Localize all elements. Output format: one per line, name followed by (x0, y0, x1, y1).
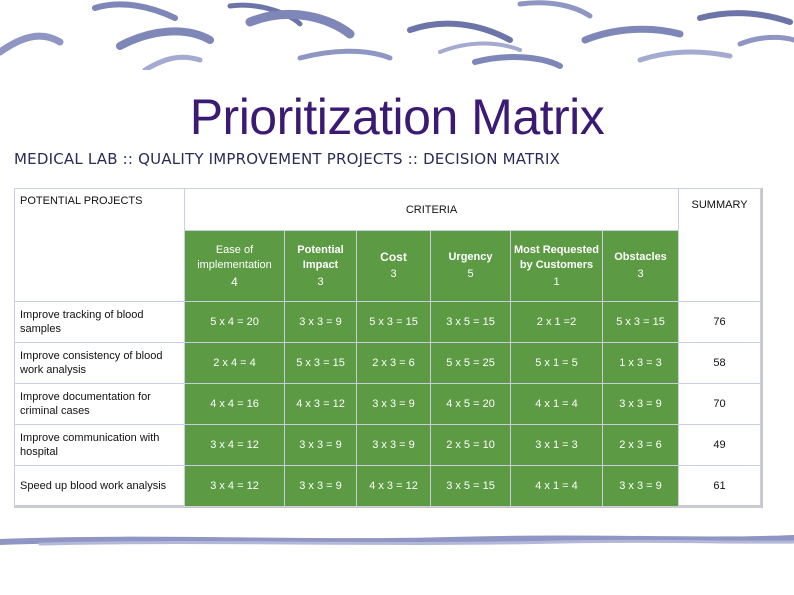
score-cell: 3 x 3 = 9 (601, 383, 680, 425)
summary-value: 61 (678, 465, 762, 507)
summary-header: SUMMARY (678, 188, 762, 302)
summary-value: 49 (678, 424, 762, 466)
decision-matrix: POTENTIAL PROJECTS CRITERIA SUMMARY Ease… (14, 188, 763, 508)
score-cell: 3 x 5 = 15 (430, 465, 511, 507)
table-row: Speed up blood work analysis 3 x 4 = 12 … (14, 465, 762, 507)
score-cell: 3 x 1 = 3 (510, 424, 603, 466)
criterion-header: Potential Impact 3 (284, 230, 357, 302)
score-cell: 4 x 4 = 16 (184, 383, 285, 425)
score-cell: 3 x 3 = 9 (601, 465, 680, 507)
project-name: Improve documentation for criminal cases (14, 383, 185, 425)
score-cell: 5 x 5 = 25 (430, 342, 511, 384)
decorative-header-strokes (0, 0, 794, 70)
page-title: Prioritization Matrix (189, 89, 605, 145)
score-cell: 3 x 3 = 9 (356, 424, 431, 466)
table-row: Improve consistency of blood work analys… (14, 342, 762, 384)
score-cell: 3 x 3 = 9 (284, 465, 357, 507)
page-subtitle: MEDICAL LAB :: QUALITY IMPROVEMENT PROJE… (14, 150, 561, 168)
score-cell: 3 x 3 = 9 (356, 383, 431, 425)
score-cell: 5 x 1 = 5 (510, 342, 603, 384)
summary-value: 76 (678, 301, 762, 343)
score-cell: 4 x 3 = 12 (356, 465, 431, 507)
criterion-header: Urgency 5 (430, 230, 511, 302)
projects-header: POTENTIAL PROJECTS (14, 188, 185, 302)
summary-value: 58 (678, 342, 762, 384)
project-name: Improve consistency of blood work analys… (14, 342, 185, 384)
project-name: Speed up blood work analysis (14, 465, 185, 507)
decorative-footer-stroke (0, 535, 794, 546)
table-row: Improve tracking of blood samples 5 x 4 … (14, 301, 762, 343)
score-cell: 2 x 1 =2 (510, 301, 603, 343)
score-cell: 5 x 3 = 15 (284, 342, 357, 384)
criterion-header: Ease of implementation 4 (184, 230, 285, 302)
decision-matrix-table: POTENTIAL PROJECTS CRITERIA SUMMARY Ease… (14, 188, 762, 507)
score-cell: 4 x 3 = 12 (284, 383, 357, 425)
score-cell: 2 x 4 = 4 (184, 342, 285, 384)
criterion-header: Obstacles 3 (601, 230, 680, 302)
criteria-header: CRITERIA (183, 188, 680, 231)
score-cell: 2 x 3 = 6 (356, 342, 431, 384)
score-cell: 5 x 3 = 15 (601, 301, 680, 343)
score-cell: 4 x 5 = 20 (430, 383, 511, 425)
criterion-header: Cost 3 (356, 230, 431, 302)
score-cell: 3 x 5 = 15 (430, 301, 511, 343)
score-cell: 2 x 5 = 10 (430, 424, 511, 466)
score-cell: 3 x 3 = 9 (284, 424, 357, 466)
summary-value: 70 (678, 383, 762, 425)
score-cell: 2 x 3 = 6 (601, 424, 680, 466)
table-row: Improve communication with hospital 3 x … (14, 424, 762, 466)
score-cell: 4 x 1 = 4 (510, 383, 603, 425)
score-cell: 3 x 3 = 9 (284, 301, 357, 343)
score-cell: 5 x 4 = 20 (184, 301, 285, 343)
project-name: Improve communication with hospital (14, 424, 185, 466)
score-cell: 1 x 3 = 3 (601, 342, 680, 384)
score-cell: 5 x 3 = 15 (356, 301, 431, 343)
table-row: Improve documentation for criminal cases… (14, 383, 762, 425)
score-cell: 3 x 4 = 12 (184, 465, 285, 507)
score-cell: 4 x 1 = 4 (510, 465, 603, 507)
criterion-header: Most Requested by Customers 1 (510, 230, 603, 302)
project-name: Improve tracking of blood samples (14, 301, 185, 343)
score-cell: 3 x 4 = 12 (184, 424, 285, 466)
